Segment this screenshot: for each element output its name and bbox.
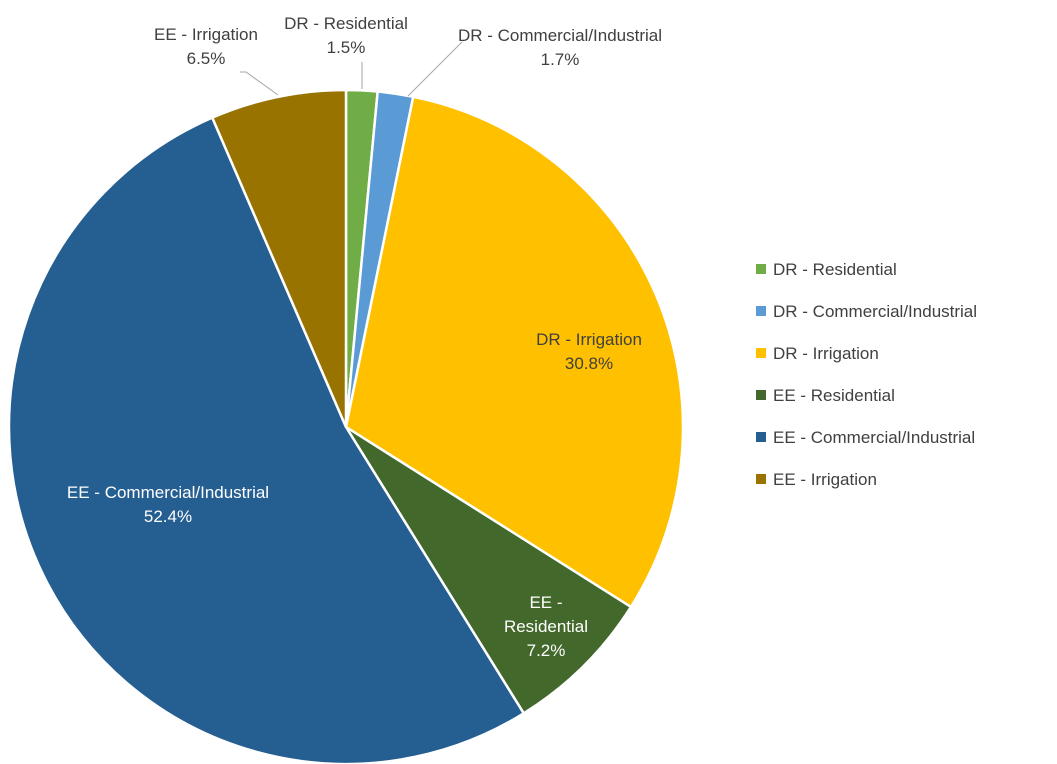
leader-line bbox=[240, 71, 279, 96]
data-label: EE - Commercial/Industrial 52.4% bbox=[53, 481, 283, 529]
data-label-category: EE - Residential bbox=[503, 593, 589, 636]
data-label: DR - Commercial/Industrial 1.7% bbox=[458, 24, 662, 72]
leader-line bbox=[407, 41, 463, 97]
legend-item: EE - Residential bbox=[756, 386, 895, 406]
legend-swatch bbox=[756, 390, 766, 400]
data-label: DR - Irrigation 30.8% bbox=[536, 328, 642, 376]
legend-item: DR - Commercial/Industrial bbox=[756, 302, 977, 322]
data-label: EE - Residential 7.2% bbox=[491, 591, 601, 663]
legend-label: DR - Residential bbox=[773, 260, 897, 279]
legend-swatch bbox=[756, 348, 766, 358]
data-label-category: EE - Irrigation bbox=[154, 25, 258, 44]
legend-label: DR - Irrigation bbox=[773, 344, 879, 363]
data-label: DR - Residential 1.5% bbox=[284, 12, 408, 60]
legend-item: EE - Irrigation bbox=[756, 470, 877, 490]
legend-item: EE - Commercial/Industrial bbox=[756, 428, 975, 448]
legend-label: EE - Residential bbox=[773, 386, 895, 405]
legend-swatch bbox=[756, 432, 766, 442]
legend-swatch bbox=[756, 264, 766, 274]
data-label-category: EE - Commercial/Industrial bbox=[66, 483, 270, 502]
data-label-value: 1.7% bbox=[540, 50, 580, 69]
legend-label: EE - Commercial/Industrial bbox=[773, 428, 976, 447]
data-label-value: 7.2% bbox=[526, 641, 566, 660]
data-label: EE - Irrigation 6.5% bbox=[154, 23, 258, 71]
data-label-category: DR - Irrigation bbox=[536, 330, 642, 349]
legend-item: DR - Residential bbox=[756, 260, 897, 280]
data-label-category: DR - Commercial/Industrial bbox=[457, 26, 663, 45]
data-label-value: 30.8% bbox=[564, 354, 614, 373]
pie-slice bbox=[344, 425, 633, 716]
pie-slice bbox=[7, 116, 526, 764]
legend-swatch bbox=[756, 306, 766, 316]
legend-item: DR - Irrigation bbox=[756, 344, 879, 364]
legend-swatch bbox=[756, 474, 766, 484]
data-label-value: 1.5% bbox=[326, 38, 366, 57]
legend-label: EE - Irrigation bbox=[773, 470, 877, 489]
legend-label: DR - Commercial/Industrial bbox=[773, 302, 978, 321]
data-label-value: 6.5% bbox=[186, 49, 226, 68]
data-label-category: DR - Residential bbox=[284, 14, 408, 33]
data-label-value: 52.4% bbox=[143, 507, 193, 526]
pie-slice bbox=[210, 88, 348, 428]
